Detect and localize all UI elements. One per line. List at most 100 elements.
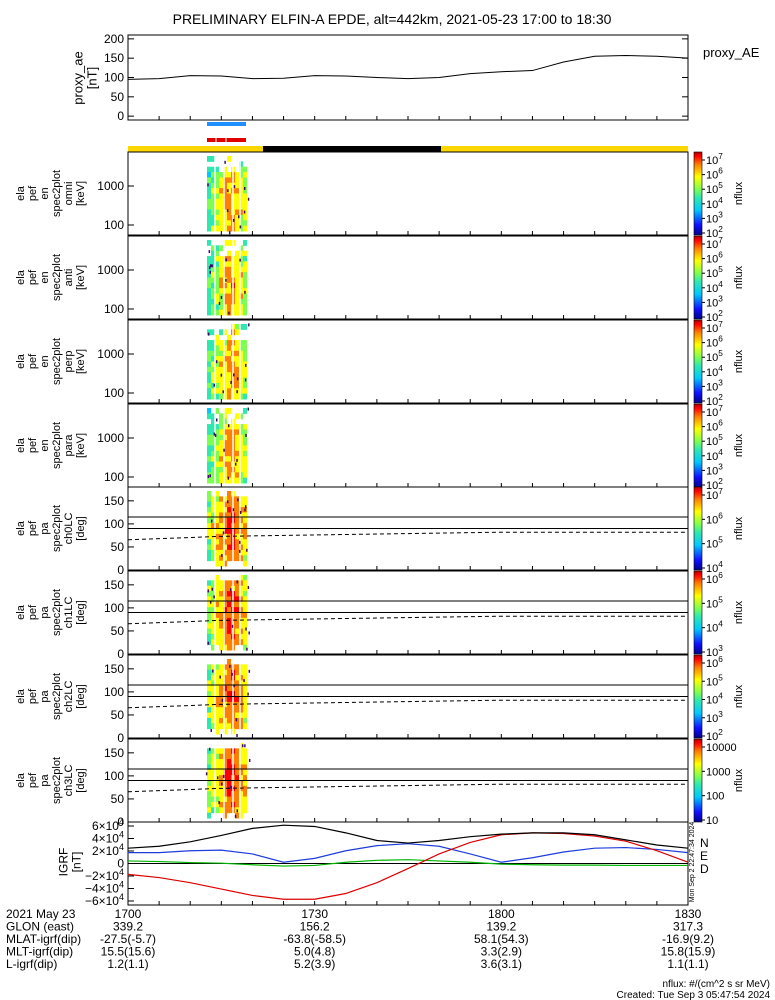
spec-cell bbox=[227, 533, 231, 540]
spec-speck bbox=[227, 500, 229, 504]
spec-cell bbox=[211, 639, 215, 646]
spec-cell bbox=[243, 166, 247, 173]
igrf-legend-d: D bbox=[700, 862, 709, 876]
spec-cell bbox=[211, 204, 215, 211]
spec-cell bbox=[211, 298, 215, 305]
spec-cell bbox=[235, 507, 239, 513]
panel-ytick-label: 150 bbox=[104, 662, 124, 676]
panel-ylabel: ela pef pa spec2plot ch2LC [deg] bbox=[15, 673, 87, 720]
spec-cell bbox=[235, 413, 239, 420]
spec-cell bbox=[211, 633, 215, 640]
panel-ch2LC: 150 100 50 0 ela pef pa spec2plot ch2LC [deg] 106 1… bbox=[15, 654, 745, 745]
spec-cell bbox=[207, 440, 211, 446]
spec-cell bbox=[223, 796, 227, 803]
spec-cell bbox=[239, 472, 243, 479]
spec-cell bbox=[235, 182, 239, 189]
spec-cell bbox=[219, 555, 223, 562]
igrf-ytick-label: 4×104 bbox=[92, 830, 124, 846]
spec-cell bbox=[207, 669, 211, 676]
footer-value: 339.2 bbox=[113, 920, 143, 934]
spec-cell bbox=[219, 377, 223, 384]
spec-cell bbox=[235, 701, 239, 708]
spec-cell bbox=[211, 166, 215, 173]
spec-cell bbox=[227, 350, 231, 357]
spec-cell bbox=[239, 309, 243, 316]
spec-cell bbox=[243, 193, 247, 200]
spec-cell bbox=[211, 496, 215, 503]
spec-cell bbox=[207, 775, 211, 781]
spec-speck bbox=[244, 378, 247, 382]
spec-cell bbox=[227, 408, 231, 414]
spec-cell bbox=[223, 812, 227, 819]
colorbar-tick-label: 103 bbox=[706, 462, 723, 477]
spec-cell bbox=[211, 691, 215, 697]
spec-cell bbox=[211, 329, 215, 336]
spec-cell bbox=[211, 304, 215, 311]
spec-cell bbox=[207, 723, 211, 730]
spec-cell bbox=[235, 188, 239, 194]
spec-cell bbox=[227, 491, 231, 497]
spec-cell bbox=[243, 753, 247, 760]
colorbar-tick-label: 100 bbox=[706, 791, 724, 803]
spec-cell bbox=[223, 277, 227, 284]
spec-cell bbox=[215, 188, 219, 194]
spec-cell bbox=[215, 512, 219, 519]
spec-cell bbox=[243, 707, 247, 714]
spec-speck bbox=[243, 679, 245, 683]
spec-cell bbox=[243, 304, 247, 311]
spec-cell bbox=[239, 177, 243, 184]
spec-cell bbox=[227, 659, 231, 665]
spec-cell bbox=[219, 366, 223, 373]
spec-cell bbox=[227, 361, 231, 368]
spec-cell bbox=[215, 555, 219, 562]
spec-cell bbox=[235, 293, 239, 300]
status-bars bbox=[128, 122, 688, 152]
spec-cell bbox=[211, 277, 215, 284]
spec-cell bbox=[215, 225, 219, 232]
spec-cell bbox=[235, 225, 239, 232]
ae-ylabel-line: [nT] bbox=[85, 67, 100, 89]
spec-cell bbox=[243, 759, 247, 765]
spec-cell bbox=[239, 496, 243, 503]
spec-cell bbox=[211, 434, 215, 441]
spec-cell bbox=[207, 309, 211, 316]
spec-cell bbox=[207, 177, 211, 184]
spec-cell bbox=[215, 472, 219, 479]
spec-cell bbox=[243, 712, 247, 719]
spec-cell bbox=[243, 450, 247, 457]
spec-cell bbox=[207, 366, 211, 373]
spec-speck bbox=[236, 377, 239, 381]
spec-cell bbox=[223, 560, 227, 567]
spec-cell bbox=[243, 691, 247, 697]
spec-cell bbox=[235, 366, 239, 373]
spec-cell bbox=[223, 356, 227, 362]
spec-speck bbox=[209, 264, 212, 268]
shadow-bar-black bbox=[263, 146, 441, 152]
panel-ylabel-line: spec2plot bbox=[51, 589, 63, 636]
spec-cell bbox=[235, 533, 239, 540]
spec-speck bbox=[207, 589, 210, 593]
spec-cell bbox=[219, 664, 223, 671]
spec-speck bbox=[205, 772, 208, 776]
spec-cell bbox=[215, 429, 219, 436]
spec-speck bbox=[216, 776, 219, 780]
spec-speck bbox=[231, 624, 234, 628]
spec-cell bbox=[227, 544, 231, 551]
spec-cell bbox=[235, 549, 239, 556]
spec-cell bbox=[207, 769, 211, 776]
spec-cell bbox=[239, 617, 243, 624]
spec-speck bbox=[244, 290, 246, 294]
spec-cell bbox=[227, 272, 231, 278]
spec-cell bbox=[223, 801, 227, 808]
spec-speck bbox=[230, 588, 232, 592]
panel-ylabel-line: pef bbox=[27, 604, 39, 620]
spec-cell bbox=[243, 261, 247, 268]
spec-cell bbox=[215, 377, 219, 384]
spec-cell bbox=[227, 801, 231, 808]
spec-cell bbox=[239, 282, 243, 289]
spec-cell bbox=[243, 356, 247, 362]
spec-cell bbox=[211, 807, 215, 814]
panel-ylabel-line: [deg] bbox=[75, 516, 87, 540]
spec-cell bbox=[215, 612, 219, 619]
